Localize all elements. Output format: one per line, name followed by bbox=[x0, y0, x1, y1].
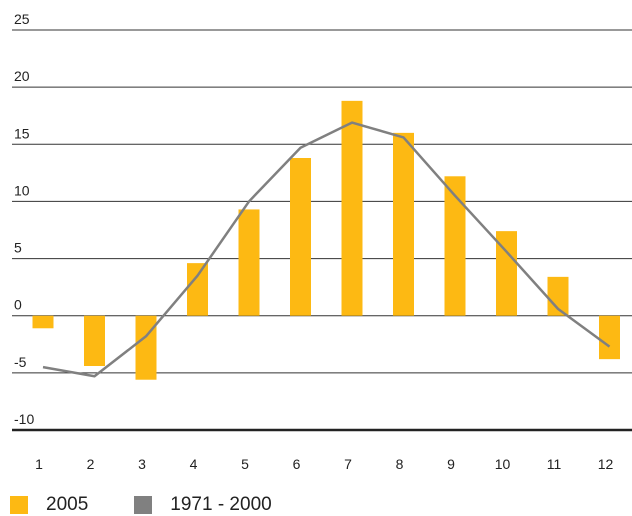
y-tick-label: 20 bbox=[14, 68, 30, 84]
bar-2005-month-8 bbox=[393, 133, 414, 316]
y-tick-label: 10 bbox=[14, 182, 30, 198]
legend-item-2005: 2005 bbox=[10, 494, 88, 516]
y-tick-label: -5 bbox=[14, 354, 27, 370]
bar-2005-month-1 bbox=[33, 316, 54, 329]
y-axis-labels: 25 20 15 10 5 0 -5 -10 bbox=[14, 11, 34, 427]
x-tick-label: 5 bbox=[241, 456, 249, 472]
bar-2005-month-7 bbox=[342, 101, 363, 316]
x-tick-label: 1 bbox=[35, 456, 43, 472]
bar-2005-month-2 bbox=[84, 316, 105, 366]
legend-swatch-2005 bbox=[10, 496, 28, 514]
y-tick-label: 15 bbox=[14, 125, 30, 141]
legend-item-1971-2000: 1971 - 2000 bbox=[134, 494, 271, 516]
x-tick-label: 10 bbox=[495, 456, 511, 472]
gridlines bbox=[12, 30, 632, 430]
x-tick-label: 6 bbox=[293, 456, 301, 472]
legend-label-2005: 2005 bbox=[46, 494, 88, 516]
y-tick-label: -10 bbox=[14, 411, 34, 427]
y-tick-label: 0 bbox=[14, 297, 22, 313]
legend-swatch-1971-2000 bbox=[134, 496, 152, 514]
x-tick-label: 8 bbox=[396, 456, 404, 472]
legend-label-1971-2000: 1971 - 2000 bbox=[170, 494, 271, 516]
bar-series-2005 bbox=[33, 101, 621, 380]
x-tick-label: 9 bbox=[447, 456, 455, 472]
y-tick-label: 5 bbox=[14, 240, 22, 256]
x-tick-label: 12 bbox=[598, 456, 614, 472]
bar-2005-month-5 bbox=[239, 209, 260, 315]
bar-2005-month-12 bbox=[599, 316, 620, 359]
x-tick-label: 11 bbox=[547, 456, 562, 472]
line-1971-2000 bbox=[43, 123, 610, 377]
x-tick-label: 2 bbox=[87, 456, 95, 472]
line-series-1971-2000 bbox=[43, 123, 610, 377]
x-tick-label: 3 bbox=[138, 456, 146, 472]
bar-2005-month-4 bbox=[187, 263, 208, 316]
y-tick-label: 25 bbox=[14, 11, 30, 27]
bar-2005-month-6 bbox=[290, 158, 311, 316]
x-tick-label: 7 bbox=[344, 456, 352, 472]
bar-2005-month-3 bbox=[136, 316, 157, 380]
legend: 2005 1971 - 2000 bbox=[10, 494, 318, 516]
x-tick-label: 4 bbox=[190, 456, 198, 472]
